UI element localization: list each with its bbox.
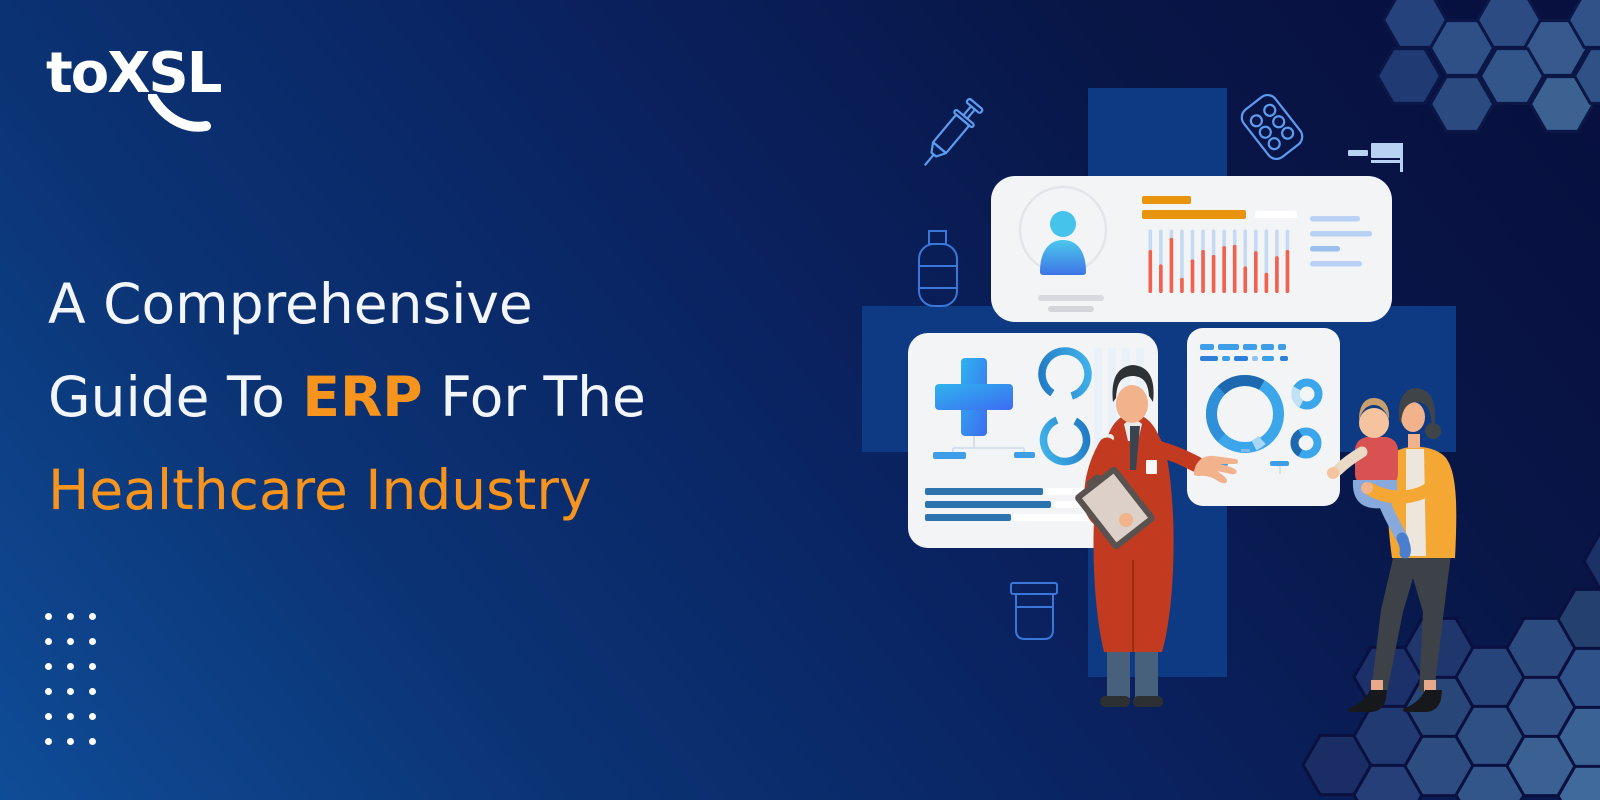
hexagon-decor: [1556, 764, 1600, 800]
dot: [67, 713, 74, 720]
donut-chart: [1206, 374, 1284, 453]
medical-cross-icon: [935, 358, 1013, 436]
headline-line1: A Comprehensive: [48, 272, 533, 336]
donut-tick: [1241, 449, 1250, 452]
brand-logo-text: toXSL: [46, 41, 222, 106]
hexagon-decor: [1572, 47, 1600, 105]
card-title-bar: [1142, 196, 1191, 204]
doctor-figure: [1075, 365, 1239, 707]
vitals-bar-chart: [1148, 229, 1290, 293]
dot: [67, 638, 74, 645]
small-ring-chart: [1291, 378, 1323, 410]
ring-chart: [1039, 414, 1091, 466]
medicine-jar-icon: [1010, 582, 1058, 640]
dot: [45, 638, 52, 645]
child-shirt: [1355, 437, 1398, 487]
page-title: A Comprehensive Guide To ERP For The Hea…: [48, 258, 808, 537]
logo-swoosh-icon: [148, 94, 211, 132]
dot: [89, 738, 96, 745]
card-text-lines: [1310, 216, 1372, 267]
dot: [67, 613, 74, 620]
stat-bar: [1014, 452, 1035, 458]
pill-blister-icon: [1240, 93, 1304, 161]
brand-logo: toXSL: [46, 46, 222, 102]
dashed-text-row: [1200, 356, 1288, 361]
connector-lines: [952, 436, 1025, 452]
woman-and-child-figure: [1327, 388, 1457, 712]
woman-hand: [1361, 482, 1373, 494]
dot-grid-decor: [45, 613, 96, 745]
dot: [45, 613, 52, 620]
dot: [89, 663, 96, 670]
dot: [45, 713, 52, 720]
dot: [67, 663, 74, 670]
headline-erp-highlight: ERP: [302, 365, 423, 429]
headline-line3: Healthcare Industry: [48, 458, 592, 522]
avatar: [1040, 211, 1086, 275]
donut-chart-card: [1187, 328, 1340, 506]
syringe-icon: [923, 97, 984, 166]
dot: [45, 663, 52, 670]
card-paragraph-lines: [925, 488, 1090, 521]
stat-bar: [933, 452, 966, 459]
dot: [67, 688, 74, 695]
card-subtitle-bar: [1142, 210, 1246, 219]
healthcare-illustration: [862, 0, 1600, 800]
avatar-subtitle-line: [1048, 306, 1094, 312]
medicine-bottle-icon: [918, 230, 958, 307]
ring-chart: [1038, 347, 1092, 401]
avatar-name-line: [1038, 295, 1104, 301]
dot: [89, 613, 96, 620]
dot: [45, 688, 52, 695]
dot: [45, 738, 52, 745]
dashed-text-row: [1200, 344, 1286, 350]
clipboard: [1075, 466, 1155, 550]
child-hand: [1327, 467, 1339, 479]
hexagon-cluster-bottom-right: [1301, 530, 1600, 800]
hexagon-decor: [1375, 47, 1443, 105]
small-ring-chart: [1290, 427, 1322, 459]
hexagon-decor: [1566, 0, 1600, 49]
headline-line2: Guide To ERP For The: [48, 365, 646, 429]
woman-hair: [1398, 388, 1436, 429]
hexagon-cluster-top-right: [1375, 0, 1600, 133]
hospital-bed-icon: [1348, 143, 1403, 172]
dot: [89, 713, 96, 720]
stat-bar: [1270, 461, 1289, 466]
hexagon-decor: [1582, 530, 1600, 592]
dot: [89, 688, 96, 695]
hexagon-decor: [1428, 75, 1496, 133]
doctor-hand: [1193, 455, 1239, 484]
doctor-hair: [1112, 365, 1154, 402]
dot: [67, 738, 74, 745]
patient-dashboard-card: [991, 176, 1392, 322]
child-hair: [1359, 398, 1390, 420]
hexagon-decor: [1478, 47, 1546, 105]
chest-badge: [1146, 460, 1157, 474]
card-subtitle-bar-white: [1255, 211, 1297, 218]
dot: [89, 638, 96, 645]
